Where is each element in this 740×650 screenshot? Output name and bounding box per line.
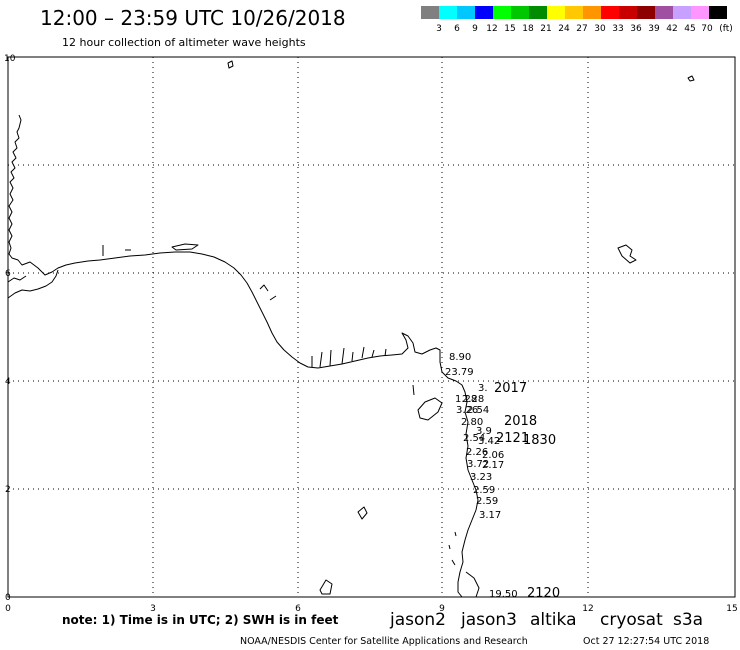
colorbar-label: 21 bbox=[540, 24, 551, 34]
island bbox=[617, 244, 637, 264]
colorbar-swatch bbox=[601, 6, 619, 19]
track-label: 23.79 bbox=[445, 367, 474, 378]
y-tick-label: 6 bbox=[5, 269, 11, 279]
track-label: 2.59 bbox=[476, 496, 498, 507]
track-label: 2120 bbox=[527, 586, 560, 601]
colorbar-swatch bbox=[565, 6, 583, 19]
footer-timestamp: Oct 27 12:27:54 UTC 2018 bbox=[583, 636, 709, 647]
colorbar-swatch bbox=[637, 6, 655, 19]
track-label: 3. bbox=[478, 383, 488, 394]
island bbox=[319, 579, 333, 595]
colorbar-label: 15 bbox=[504, 24, 515, 34]
page-subtitle: 12 hour collection of altimeter wave hei… bbox=[62, 36, 306, 49]
colorbar: 3 6 9 12 15 18 21 24 27 30 33 36 39 42 4… bbox=[421, 6, 733, 34]
colorbar-label: 45 bbox=[684, 24, 695, 34]
colorbar-label: 18 bbox=[522, 24, 534, 34]
satellite-legend-jason3: jason3 bbox=[460, 610, 517, 630]
track-label: 1.28 bbox=[455, 394, 477, 405]
colorbar-swatch bbox=[493, 6, 511, 19]
x-tick-label: 0 bbox=[5, 604, 11, 614]
track-label: 2121 bbox=[496, 431, 529, 446]
colorbar-swatch bbox=[475, 6, 493, 19]
colorbar-label: (ft) bbox=[719, 24, 733, 34]
island bbox=[102, 245, 457, 566]
satellite-legend-s3a: s3a bbox=[673, 610, 703, 630]
track-label: 3.42 bbox=[478, 436, 500, 447]
colorbar-swatch bbox=[547, 6, 565, 19]
island bbox=[687, 75, 695, 82]
track-label: 2.17 bbox=[482, 460, 504, 471]
track-label: 3.17 bbox=[479, 510, 501, 521]
coastline bbox=[7, 269, 59, 299]
river-channel bbox=[259, 284, 480, 598]
y-tick-label: 0 bbox=[5, 593, 11, 603]
x-tick-label: 15 bbox=[726, 604, 737, 614]
map-area: 0 3 6 9 12 15 0 2 4 6 10 8.90 23.79 3. 2… bbox=[4, 54, 738, 614]
colorbar-swatch bbox=[655, 6, 673, 19]
satellite-legend-altika: altika bbox=[530, 610, 577, 630]
island bbox=[357, 506, 368, 520]
colorbar-swatch bbox=[673, 6, 691, 19]
colorbar-swatch bbox=[457, 6, 475, 19]
colorbar-swatch bbox=[529, 6, 547, 19]
colorbar-label: 12 bbox=[486, 24, 497, 34]
track-label: 3.9 bbox=[476, 426, 492, 437]
track-label: 2.59 bbox=[473, 485, 495, 496]
track-label: 3.72 bbox=[467, 459, 489, 470]
track-label: 3.23 bbox=[470, 472, 492, 483]
coastline bbox=[7, 275, 27, 283]
colorbar-label: 70 bbox=[701, 24, 713, 34]
track-label: 2018 bbox=[504, 414, 537, 429]
colorbar-swatch bbox=[709, 6, 727, 19]
colorbar-label: 30 bbox=[594, 24, 606, 34]
units-note: note: 1) Time is in UTC; 2) SWH is in fe… bbox=[62, 613, 339, 627]
colorbar-swatch bbox=[583, 6, 601, 19]
colorbar-label: 6 bbox=[454, 24, 460, 34]
track-label: 2.06 bbox=[482, 450, 504, 461]
track-label: 2.54 bbox=[467, 405, 489, 416]
island bbox=[171, 243, 199, 251]
track-label: 2.54 bbox=[463, 433, 485, 444]
colorbar-label: 3 bbox=[436, 24, 442, 34]
satellite-legend-cryosat: cryosat bbox=[600, 610, 663, 630]
colorbar-label: 39 bbox=[648, 24, 660, 34]
satellite-legend-jason2: jason2 bbox=[389, 610, 446, 630]
y-tick-label: 4 bbox=[5, 377, 11, 387]
y-tick-label: 10 bbox=[4, 54, 16, 64]
x-tick-label: 9 bbox=[439, 604, 445, 614]
track-label: 2.80 bbox=[461, 417, 483, 428]
island bbox=[417, 397, 443, 421]
track-label: 1830 bbox=[523, 433, 556, 448]
colorbar-swatch bbox=[421, 6, 439, 19]
x-tick-label: 12 bbox=[582, 604, 593, 614]
colorbar-label: 33 bbox=[612, 24, 623, 34]
track-label: 3.26 bbox=[456, 405, 478, 416]
colorbar-label: 36 bbox=[630, 24, 642, 34]
colorbar-swatch bbox=[511, 6, 529, 19]
footer-credit: NOAA/NESDIS Center for Satellite Applica… bbox=[240, 636, 528, 647]
colorbar-swatch bbox=[691, 6, 709, 19]
track-label: 2.26 bbox=[466, 447, 488, 458]
colorbar-swatch bbox=[439, 6, 457, 19]
track-label: 2.28 bbox=[462, 394, 484, 405]
track-label: 2017 bbox=[494, 381, 527, 396]
colorbar-swatch bbox=[619, 6, 637, 19]
y-tick-label: 2 bbox=[5, 485, 11, 495]
page-title: 12:00 – 23:59 UTC 10/26/2018 bbox=[40, 6, 346, 30]
coastline bbox=[8, 114, 479, 598]
colorbar-label: 24 bbox=[558, 24, 570, 34]
track-label: 8.90 bbox=[449, 352, 471, 363]
track-label: 19.50 bbox=[489, 589, 518, 600]
map-frame bbox=[7, 56, 736, 598]
colorbar-label: 42 bbox=[666, 24, 677, 34]
x-tick-label: 3 bbox=[150, 604, 156, 614]
colorbar-label: 27 bbox=[576, 24, 587, 34]
x-tick-label: 6 bbox=[295, 604, 301, 614]
island bbox=[227, 60, 234, 69]
colorbar-label: 9 bbox=[472, 24, 478, 34]
